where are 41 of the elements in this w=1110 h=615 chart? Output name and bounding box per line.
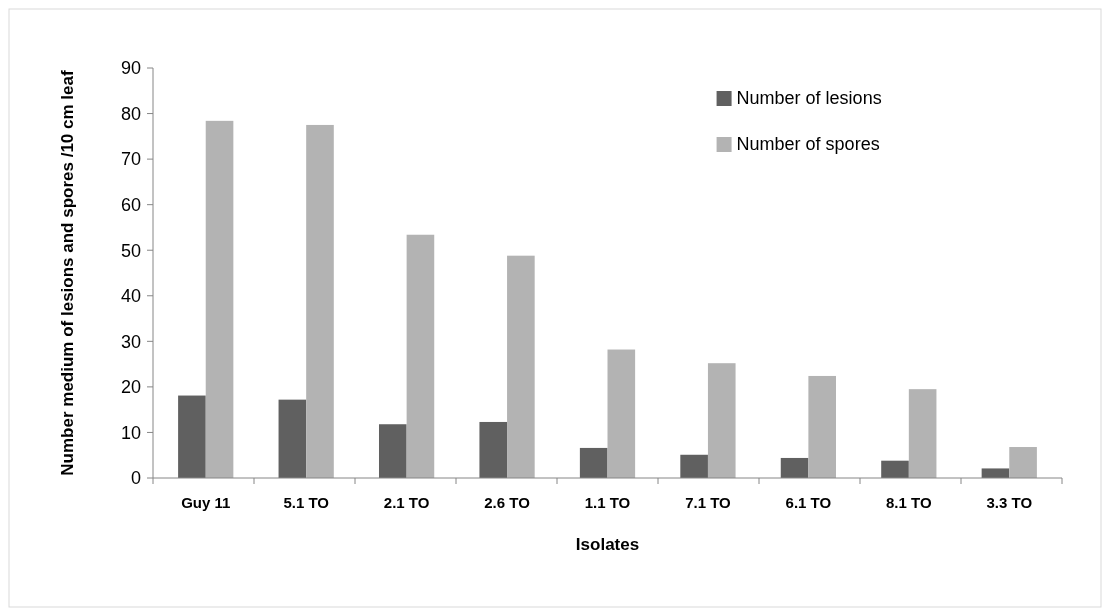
bar [406,234,435,478]
y-tick-label: 0 [130,468,141,489]
y-tick-label: 70 [120,149,141,170]
x-tick-label: 7.1 TO [685,494,732,511]
x-axis-title: Isolates [575,535,640,554]
legend-label: Number of spores [736,134,880,155]
y-tick-label: 80 [120,103,141,124]
y-tick-label: 50 [120,240,141,261]
x-tick-label: Guy 11 [181,494,231,511]
y-tick-label: 60 [120,194,141,215]
bar [1009,447,1037,478]
bar [579,447,608,478]
x-tick-label: 3.3 TO [986,494,1033,511]
bar [808,375,837,478]
y-tick-label: 10 [120,422,141,443]
bar [378,424,407,478]
x-tick-label: 2.6 TO [484,494,531,511]
bar [479,421,508,478]
bar [680,454,708,478]
bar [908,389,937,478]
bar [178,395,206,478]
x-tick-label: 6.1 TO [785,494,832,511]
bar [306,124,334,478]
bar [607,349,636,478]
y-tick-label: 40 [120,286,141,307]
x-tick-label: 8.1 TO [886,494,932,511]
bar [278,399,307,478]
x-tick-label: 2.1 TO [383,494,430,511]
y-tick-label: 20 [120,377,141,398]
bar [707,363,736,478]
y-axis-title: Number medium of lesions and spores /10 cm leaf [57,69,78,478]
bar [507,255,535,478]
bar [981,468,1010,478]
legend-label: Number of lesions [736,88,882,109]
x-tick-label: 1.1 TO [584,494,631,511]
y-tick-label: 90 [120,58,141,79]
bar [780,457,809,478]
bar [881,460,909,478]
bar [205,120,234,478]
x-tick-label: 5.1 TO [283,494,330,511]
y-tick-label: 30 [120,331,141,352]
